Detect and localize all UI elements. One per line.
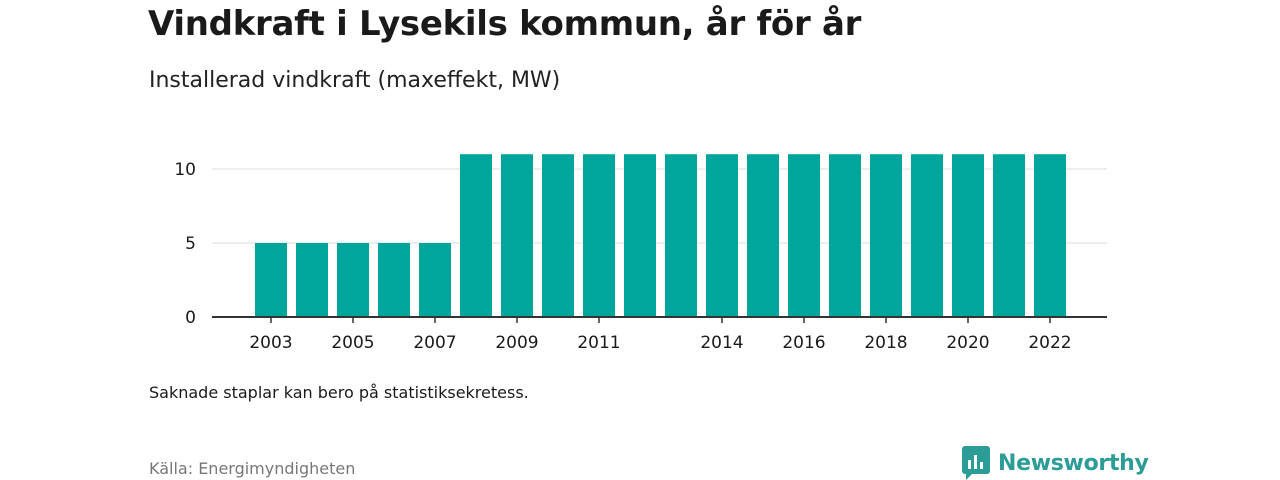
brand-logo: Newsworthy: [962, 446, 1149, 480]
bar-2016: [788, 154, 820, 317]
bar-2006: [378, 243, 410, 317]
x-tick-label-2003: 2003: [249, 333, 292, 353]
bar-2019: [911, 154, 943, 317]
chart-subtitle: Installerad vindkraft (maxeffekt, MW): [149, 68, 561, 93]
x-tick-label-2022: 2022: [1028, 333, 1071, 353]
bar-2003: [255, 243, 287, 317]
x-tick-label-2018: 2018: [864, 333, 907, 353]
x-tick-label-2005: 2005: [331, 333, 374, 353]
bar-2020: [952, 154, 984, 317]
y-axis-ticks: 0 5 10: [174, 160, 196, 328]
y-tick-label-10: 10: [174, 160, 196, 180]
x-tick-label-2014: 2014: [700, 333, 743, 353]
newsworthy-logo-icon: [962, 446, 990, 480]
bar-2009: [501, 154, 533, 317]
x-tick-label-2020: 2020: [946, 333, 989, 353]
bar-2008: [460, 154, 492, 317]
bar-2010: [542, 154, 574, 317]
y-tick-label-0: 0: [185, 308, 196, 328]
bar-2004: [296, 243, 328, 317]
source-credit: Källa: Energimyndigheten: [149, 459, 356, 478]
bar-2007: [419, 243, 451, 317]
bar-2011: [583, 154, 615, 317]
bar-2013: [665, 154, 697, 317]
bars: [255, 154, 1066, 317]
brand-name: Newsworthy: [998, 450, 1149, 476]
bar-2017: [829, 154, 861, 317]
bar-2012: [624, 154, 656, 317]
bar-2014: [706, 154, 738, 317]
bar-2018: [870, 154, 902, 317]
x-tick-label-2016: 2016: [782, 333, 825, 353]
y-tick-label-5: 5: [185, 234, 196, 254]
x-axis-ticks: 2003 2005 2007 2009 2011 2014 2016 2018 2020 2022: [249, 317, 1072, 353]
bar-2022: [1034, 154, 1066, 317]
chart-title: Vindkraft i Lysekils kommun, år för år: [148, 4, 862, 44]
bar-2021: [993, 154, 1025, 317]
x-tick-label-2007: 2007: [413, 333, 456, 353]
footnote: Saknade staplar kan bero på statistiksek…: [149, 383, 529, 402]
x-tick-label-2011: 2011: [577, 333, 620, 353]
bar-2015: [747, 154, 779, 317]
x-tick-label-2009: 2009: [495, 333, 538, 353]
bar-2005: [337, 243, 369, 317]
